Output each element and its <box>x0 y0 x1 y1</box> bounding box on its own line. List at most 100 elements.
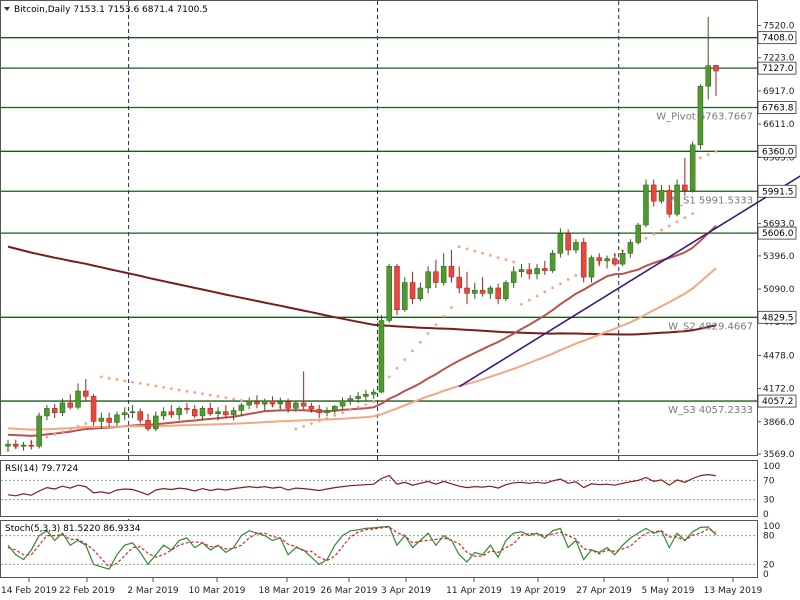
candle <box>386 264 392 323</box>
candle-body <box>534 268 540 275</box>
candle-body <box>417 287 424 300</box>
ma-short-line <box>7 267 717 431</box>
candle <box>619 250 626 267</box>
psar-dot <box>317 419 321 423</box>
candle-body <box>619 253 626 265</box>
candle <box>98 412 105 429</box>
candle-body <box>59 402 66 413</box>
stoch-lines <box>7 525 717 570</box>
candle-body <box>114 414 120 423</box>
indicator-scale-label: 100 <box>763 462 780 472</box>
candle <box>261 398 268 411</box>
candle <box>145 413 151 432</box>
psar-dot <box>699 156 702 160</box>
candle <box>674 179 680 217</box>
time-axis: 14 Feb 2019 22 Feb 2019 2 Mar 2019 10 Mar 2… <box>1 578 763 596</box>
time-tick-label: 18 Mar 2019 <box>258 586 315 596</box>
candle-body <box>223 411 229 416</box>
candle <box>542 260 548 275</box>
candle-body <box>689 144 696 191</box>
candle-body <box>67 402 73 408</box>
candle-body <box>176 408 182 416</box>
level-tag-label: 4829.5 <box>762 313 794 323</box>
candle-body <box>75 390 81 408</box>
candle-body <box>277 401 284 405</box>
psar-dot <box>675 220 679 224</box>
time-tick-label: 14 Feb 2019 <box>1 586 57 596</box>
candle-body <box>370 391 377 395</box>
psar-dot <box>107 376 111 380</box>
candle-body <box>440 266 447 283</box>
candle-body <box>191 409 198 417</box>
candle-body <box>650 184 657 202</box>
candle <box>324 407 330 416</box>
candle <box>479 277 486 297</box>
candle <box>269 396 276 408</box>
candle <box>588 255 595 283</box>
candle <box>650 179 657 207</box>
candle <box>153 411 159 432</box>
psar-dot <box>341 411 344 415</box>
price-tick-label: 4172.0 <box>763 385 795 395</box>
candle-body <box>526 269 533 275</box>
candle-body <box>580 242 587 278</box>
psar-dot <box>706 153 710 156</box>
level-tag <box>757 144 797 158</box>
trendline[interactable] <box>458 142 800 388</box>
psar-dot <box>356 405 360 409</box>
level-tag <box>757 310 797 324</box>
candle <box>5 439 11 451</box>
candle <box>129 405 136 419</box>
price-tick-label: 6917.0 <box>763 87 795 97</box>
psar-dot <box>240 398 243 402</box>
psar-dot <box>504 258 508 262</box>
stoch-signal-line <box>7 526 717 568</box>
candle <box>168 405 175 419</box>
candle-body <box>184 408 190 410</box>
time-tick-label: 19 Apr 2019 <box>510 586 566 596</box>
psar-dot <box>325 416 329 420</box>
psar-dot <box>169 387 173 391</box>
psar-dot <box>146 383 150 387</box>
candle <box>612 253 618 267</box>
level-tag <box>757 394 797 408</box>
trendline-segment[interactable] <box>458 142 800 388</box>
candles <box>5 16 719 451</box>
candle <box>596 253 603 267</box>
candle <box>565 229 571 256</box>
dropdown-triangle-icon[interactable] <box>4 7 10 11</box>
time-tick-label: 3 Apr 2019 <box>381 586 431 596</box>
candle <box>363 389 369 401</box>
psar-dot <box>457 245 461 249</box>
candle <box>75 383 81 410</box>
candle-body <box>448 266 455 278</box>
psar-dot <box>294 427 298 431</box>
time-tick-label: 5 May 2019 <box>642 586 695 596</box>
candle <box>440 253 447 286</box>
psar-dot <box>302 424 306 428</box>
candle-body <box>199 408 206 417</box>
psar-dot <box>667 224 671 228</box>
candle-body <box>573 242 579 251</box>
price-tick-label: 5090.0 <box>763 285 795 295</box>
candle-body <box>339 400 346 407</box>
candle-body <box>44 408 50 417</box>
level-price-tags: 7408.0 7127.0 6763.8 6360.0 5991.5 5606.0 4829… <box>757 31 797 408</box>
candle-body <box>300 402 307 407</box>
candle-body <box>145 420 151 430</box>
candle-body <box>254 401 260 405</box>
candle <box>90 394 97 426</box>
chart-title: Bitcoin,Daily 7153.1 7153.6 6871.4 7100.… <box>4 5 208 15</box>
candle-body <box>129 411 136 413</box>
candle <box>215 407 221 421</box>
candle-body <box>98 417 105 422</box>
candle <box>370 388 377 399</box>
rsi-title: RSI(14) 79.7724 <box>5 464 78 474</box>
candle <box>705 16 711 100</box>
candle-body <box>363 393 369 397</box>
candle-body <box>347 398 354 402</box>
candle-body <box>658 190 665 202</box>
candle <box>339 397 346 410</box>
psar-dot <box>364 403 368 406</box>
